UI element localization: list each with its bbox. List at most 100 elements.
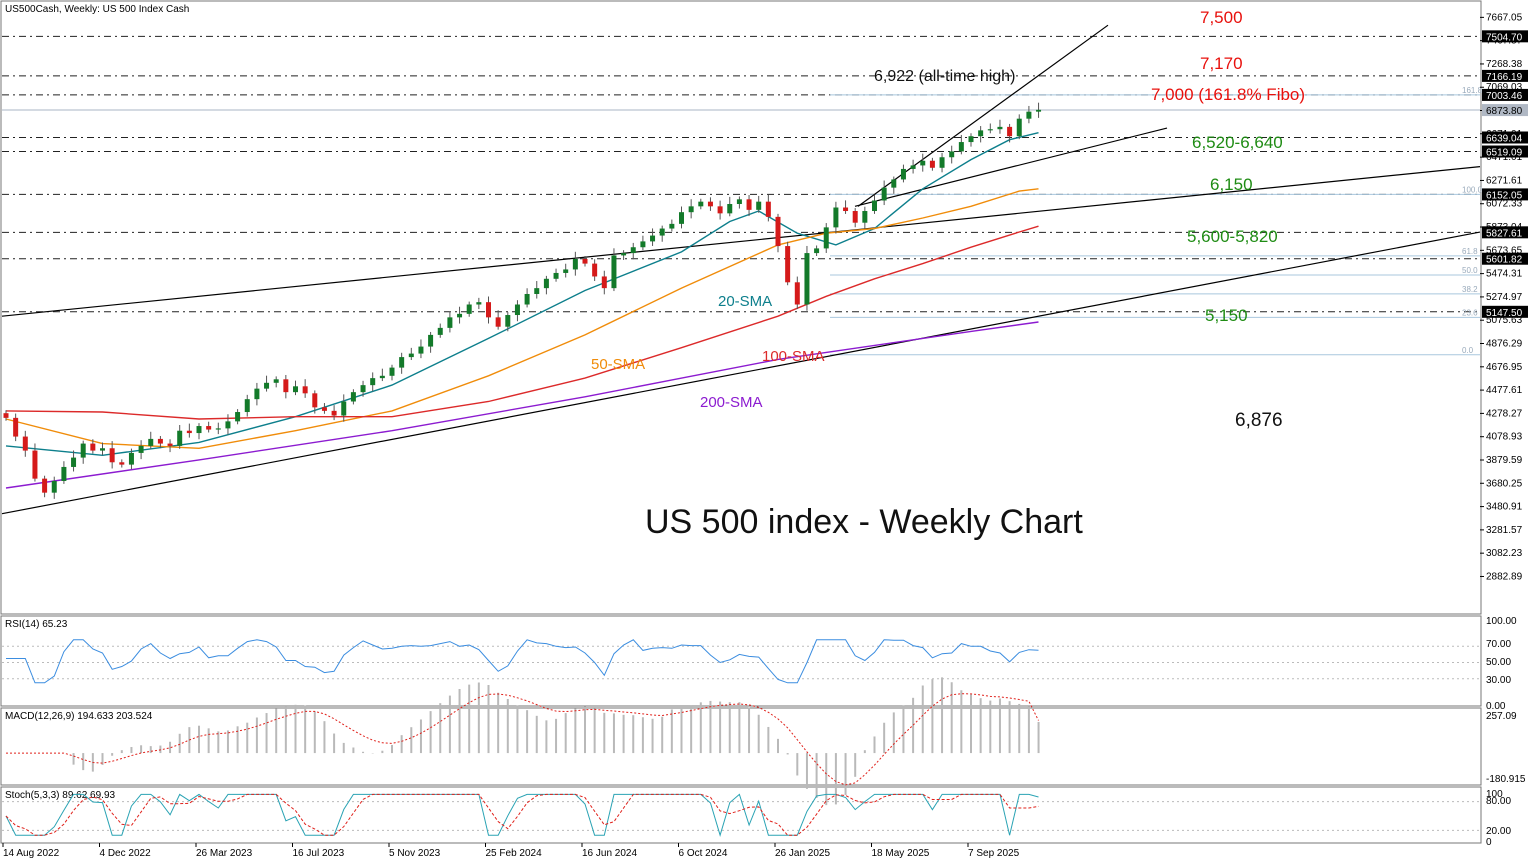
candle-body — [949, 151, 955, 158]
candle-body — [669, 223, 675, 229]
y-axis-label: 4477.61 — [1486, 385, 1523, 396]
candle-body — [244, 399, 250, 413]
price-tag — [1482, 30, 1528, 43]
candle-body — [399, 357, 405, 368]
x-axis-label: 26 Mar 2023 — [196, 848, 253, 859]
price-tag — [1482, 69, 1528, 82]
candle-body — [1016, 118, 1022, 137]
fibo-label: 23.6 — [1462, 308, 1478, 317]
candle-body — [428, 334, 434, 347]
candle-body — [621, 253, 627, 256]
candle-body — [495, 317, 501, 327]
sma20-line — [5, 132, 1039, 457]
level-label: 7,000 (161.8% Fibo) — [1151, 85, 1305, 104]
candle-body — [128, 452, 134, 465]
candle-body — [13, 417, 19, 437]
y-axis-label: 6271.61 — [1486, 175, 1523, 186]
price-tag — [1482, 104, 1528, 117]
candle-body — [254, 388, 260, 400]
candle-body — [379, 375, 385, 379]
level-label: 6,150 — [1210, 175, 1253, 194]
candle-body — [71, 457, 77, 467]
level-label: 7,500 — [1200, 8, 1243, 27]
fibo-label: 161.8 — [1462, 86, 1483, 95]
stoch-d-line — [5, 793, 1039, 836]
x-axis-label: 5 Nov 2023 — [389, 848, 441, 859]
candle-body — [534, 288, 540, 294]
window-title: US500Cash, Weekly: US 500 Index Cash — [5, 4, 189, 15]
sma100-label: 100-SMA — [762, 348, 825, 365]
candle-body — [360, 385, 366, 393]
candle-body — [698, 201, 704, 207]
candle-body — [688, 206, 694, 213]
candle-body — [553, 272, 559, 279]
candle-body — [640, 241, 646, 248]
price-tag — [1482, 226, 1528, 239]
rsi-pane — [0, 615, 1482, 707]
candle-body — [746, 199, 752, 210]
candle-body — [206, 426, 212, 430]
candle-body — [61, 466, 67, 481]
macd-label: MACD(12,26,9) 194.633 203.524 — [5, 711, 153, 722]
y-axis-label: 7268.38 — [1486, 59, 1523, 70]
stoch-tick: 20.00 — [1486, 826, 1511, 837]
candle-body — [514, 304, 520, 316]
candle-body — [852, 211, 858, 223]
candle-body — [997, 126, 1003, 130]
candle-body — [418, 346, 424, 354]
y-axis-label: 5474.31 — [1486, 269, 1523, 280]
candle-body — [843, 207, 849, 212]
level-label: 5,600-5,820 — [1187, 227, 1278, 246]
rsi-tick: 0.00 — [1486, 701, 1506, 712]
price-tag — [1482, 188, 1528, 201]
sma50-line — [5, 188, 1039, 450]
price-tag-label: 7166.19 — [1486, 72, 1523, 83]
candle-body — [341, 401, 347, 416]
candle-body — [611, 255, 617, 289]
y-axis-label: 3480.91 — [1486, 502, 1523, 513]
x-axis-label: 14 Aug 2022 — [3, 848, 60, 859]
price-tag — [1482, 252, 1528, 265]
stoch-tick: 80.00 — [1486, 796, 1511, 807]
y-axis-label: 4078.93 — [1486, 432, 1523, 443]
candle-body — [100, 448, 105, 451]
candle-body — [505, 315, 511, 327]
main-pane — [0, 0, 1482, 615]
level-label: 7,170 — [1200, 54, 1243, 73]
x-axis-label: 18 May 2025 — [872, 848, 930, 859]
candle-body — [235, 412, 241, 422]
lower-channel-line — [1, 231, 1481, 515]
price-tag-label: 6873.80 — [1486, 106, 1523, 117]
chart-title: US 500 index - Weekly Chart — [645, 503, 1083, 541]
candle-body — [408, 353, 414, 358]
candle-body — [592, 263, 598, 277]
sma200-label: 200-SMA — [700, 394, 763, 411]
candle-body — [457, 313, 463, 318]
price-tag-label: 6152.05 — [1486, 190, 1523, 201]
candle-body — [929, 160, 935, 168]
candle-body — [476, 302, 482, 305]
candle-body — [707, 201, 713, 207]
candle-body — [119, 462, 125, 465]
candle-body — [148, 438, 154, 446]
candle-body — [1036, 109, 1042, 112]
y-axis-label: 5673.65 — [1486, 245, 1523, 256]
candle-body — [302, 386, 308, 394]
candle-body — [447, 317, 453, 328]
candle-body — [910, 165, 916, 169]
price-tag-label: 5827.61 — [1486, 228, 1523, 239]
price-tag-label: 6519.09 — [1486, 148, 1523, 159]
candle-body — [650, 235, 656, 242]
candle-body — [264, 382, 270, 389]
price-tag — [1482, 88, 1528, 101]
macd-tick: 257.09 — [1486, 711, 1517, 722]
candle-body — [659, 228, 665, 236]
candle-body — [370, 378, 376, 386]
candle-body — [794, 282, 800, 305]
steep-trend-line — [857, 24, 1109, 207]
sma20-label: 20-SMA — [718, 293, 772, 310]
y-axis-label: 5075.63 — [1486, 315, 1523, 326]
candle-body — [3, 413, 9, 418]
fibo-label: 38.2 — [1462, 285, 1478, 294]
